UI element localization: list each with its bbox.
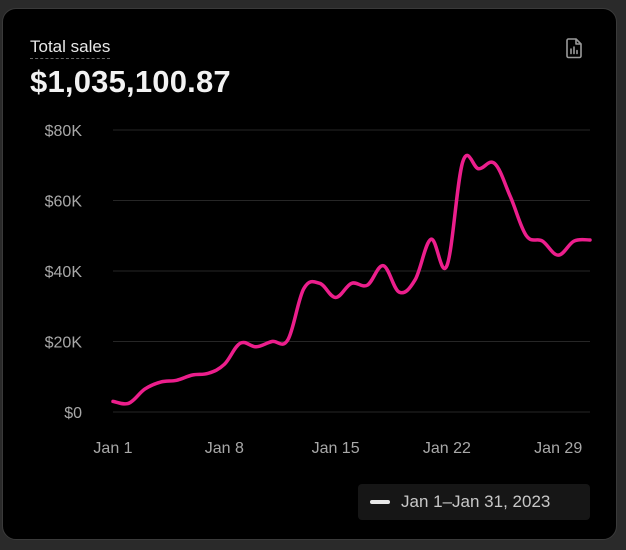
y-tick-label: $40K — [45, 264, 83, 281]
y-tick-label: $20K — [45, 335, 83, 352]
legend-label: Jan 1–Jan 31, 2023 — [401, 492, 551, 511]
total-sales-value: $1,035,100.87 — [30, 64, 231, 99]
report-document-icon-graphic — [566, 38, 582, 59]
y-axis-ticks: $0 $20K $40K $60K $80K — [45, 123, 83, 422]
x-tick-label: Jan 15 — [312, 440, 360, 457]
x-tick-label: Jan 29 — [534, 440, 582, 457]
date-range-legend[interactable]: Jan 1–Jan 31, 2023 — [358, 484, 590, 520]
legend-swatch — [370, 500, 390, 504]
y-tick-label: $60K — [45, 194, 83, 211]
y-tick-label: $0 — [64, 405, 82, 422]
chart-series — [111, 153, 592, 406]
y-tick-label: $80K — [45, 123, 83, 140]
sales-card — [2, 8, 617, 540]
x-axis-ticks: Jan 1 Jan 8 Jan 15 Jan 22 Jan 29 — [93, 440, 582, 457]
series-line — [111, 153, 592, 406]
x-tick-label: Jan 1 — [93, 440, 132, 457]
chart-grid — [113, 129, 590, 413]
report-document-icon[interactable] — [562, 36, 586, 60]
x-tick-label: Jan 22 — [423, 440, 471, 457]
x-tick-label: Jan 8 — [205, 440, 244, 457]
card-title: Total sales — [30, 37, 111, 59]
